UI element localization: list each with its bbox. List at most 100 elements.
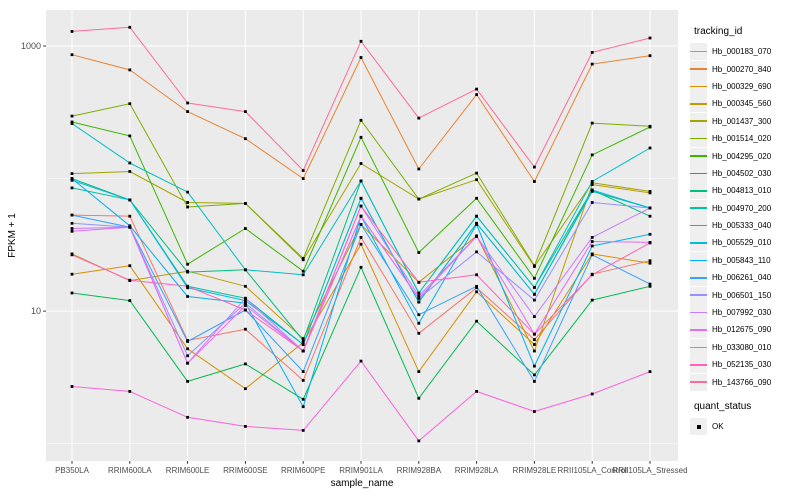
data-point (70, 221, 74, 225)
data-point (533, 364, 536, 368)
data-point (590, 51, 594, 54)
data-point (417, 321, 421, 325)
data-point (70, 227, 74, 230)
legend-item-label: Hb_000329_690 (712, 81, 772, 91)
data-point (244, 268, 247, 272)
legend-line-swatch (690, 259, 707, 262)
data-point (186, 101, 189, 105)
data-point (244, 137, 247, 141)
legend-key-box (690, 356, 707, 374)
data-point (186, 415, 189, 419)
legend-key-box (690, 321, 707, 339)
legend-key-box (690, 234, 707, 252)
data-point (533, 332, 536, 336)
data-point (590, 253, 594, 257)
data-point (301, 379, 305, 382)
data-point (648, 146, 652, 150)
data-point (301, 257, 305, 260)
data-point (70, 177, 74, 180)
data-point (244, 284, 247, 288)
legend-item-Hb_001514_020: Hb_001514_020 (690, 130, 798, 148)
data-point (186, 284, 189, 288)
data-point (533, 276, 536, 280)
data-point (128, 134, 132, 138)
legend-item-Hb_033080_010: Hb_033080_010 (690, 338, 798, 356)
data-point (417, 439, 421, 443)
data-point (648, 282, 652, 286)
data-point (533, 298, 536, 302)
x-tick-label: PB350LA (55, 466, 89, 475)
data-point (244, 387, 247, 391)
data-point (70, 213, 74, 217)
data-point (359, 204, 363, 208)
legend-line-swatch (690, 190, 707, 192)
data-point (648, 190, 652, 193)
data-point (590, 201, 594, 204)
data-point (186, 347, 189, 351)
legend-item-label: Hb_006261_040 (712, 273, 772, 283)
legend-line-swatch (690, 224, 707, 227)
data-point (128, 68, 132, 72)
legend-key-box (690, 418, 707, 435)
legend-key-box (690, 251, 707, 269)
data-point (244, 425, 247, 428)
legend-title-quant-status: quant_status (694, 400, 752, 412)
data-point (590, 183, 594, 186)
data-point (244, 308, 247, 312)
legend-line-swatch (690, 68, 707, 70)
data-point (70, 53, 74, 57)
data-point (70, 186, 74, 190)
data-point (417, 197, 421, 201)
x-tick-label: RRII105LA_Stressed (612, 466, 687, 475)
data-point (417, 396, 421, 400)
legend-item-label: Hb_004502_030 (712, 168, 772, 178)
data-point (590, 244, 594, 248)
data-point (590, 180, 594, 183)
data-point (475, 284, 478, 288)
x-tick-label: RRIM901LA (339, 466, 383, 475)
data-point (533, 264, 536, 268)
data-point (648, 54, 652, 58)
data-point (70, 385, 74, 388)
data-point (70, 120, 74, 124)
data-point (70, 122, 74, 125)
data-point (70, 114, 74, 118)
data-point (359, 359, 363, 363)
data-point (648, 206, 652, 210)
legend-item-Hb_000270_840: Hb_000270_840 (690, 60, 798, 78)
data-point (475, 390, 478, 393)
data-point (186, 110, 189, 113)
legend-key-box (690, 269, 707, 287)
data-point (359, 236, 363, 239)
data-point (186, 190, 189, 194)
data-point (70, 291, 74, 295)
data-point (475, 319, 478, 323)
legend-item-label: Hb_033080_010 (712, 342, 772, 352)
data-point (590, 392, 594, 396)
legend-line-swatch (690, 85, 707, 88)
data-point (359, 56, 363, 59)
data-point (417, 331, 421, 335)
data-point (186, 340, 189, 343)
data-point (301, 349, 305, 353)
data-point (648, 232, 652, 236)
data-point (244, 327, 247, 331)
legend-line-swatch (690, 363, 707, 366)
legend-item-Hb_012675_090: Hb_012675_090 (690, 321, 798, 339)
legend-item-label: Hb_000183_070 (712, 47, 772, 57)
data-point (533, 292, 536, 296)
legend-item-label: Hb_004970_200 (712, 203, 772, 213)
data-point (648, 36, 652, 40)
data-point (533, 180, 536, 183)
legend-item-label: Hb_005529_010 (712, 238, 772, 248)
data-point (244, 301, 247, 305)
data-point (417, 370, 421, 373)
data-point (533, 165, 536, 169)
data-point (244, 227, 247, 230)
legend-item-label: Hb_006501_150 (712, 290, 772, 300)
legend-item-label: Hb_005843_110 (712, 255, 771, 265)
x-tick-label: RRIM928BA (397, 466, 442, 475)
legend-line-swatch (690, 242, 707, 244)
legend-key-box (690, 338, 707, 356)
data-point (417, 300, 421, 304)
